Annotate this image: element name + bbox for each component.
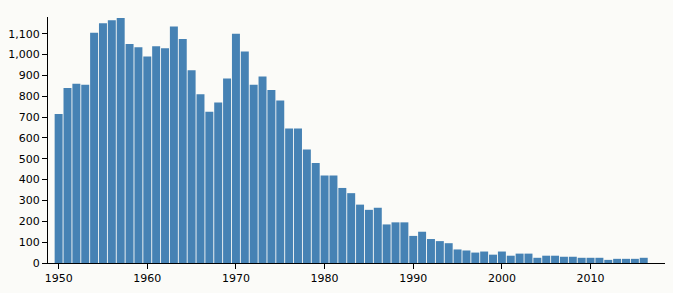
- svg-text:1,000: 1,000: [8, 48, 40, 61]
- svg-text:800: 800: [19, 90, 40, 103]
- svg-text:1990: 1990: [399, 272, 427, 285]
- svg-text:1980: 1980: [311, 272, 339, 285]
- svg-text:500: 500: [19, 153, 40, 166]
- svg-text:900: 900: [19, 69, 40, 82]
- svg-text:1950: 1950: [45, 272, 73, 285]
- svg-text:2000: 2000: [488, 272, 516, 285]
- svg-text:1960: 1960: [133, 272, 161, 285]
- svg-text:1970: 1970: [222, 272, 250, 285]
- svg-text:2010: 2010: [577, 272, 605, 285]
- svg-text:600: 600: [19, 132, 40, 145]
- svg-text:100: 100: [19, 236, 40, 249]
- svg-text:1,100: 1,100: [8, 28, 40, 41]
- svg-text:400: 400: [19, 173, 40, 186]
- svg-text:300: 300: [19, 194, 40, 207]
- svg-text:700: 700: [19, 111, 40, 124]
- svg-text:0: 0: [33, 257, 40, 270]
- svg-text:200: 200: [19, 215, 40, 228]
